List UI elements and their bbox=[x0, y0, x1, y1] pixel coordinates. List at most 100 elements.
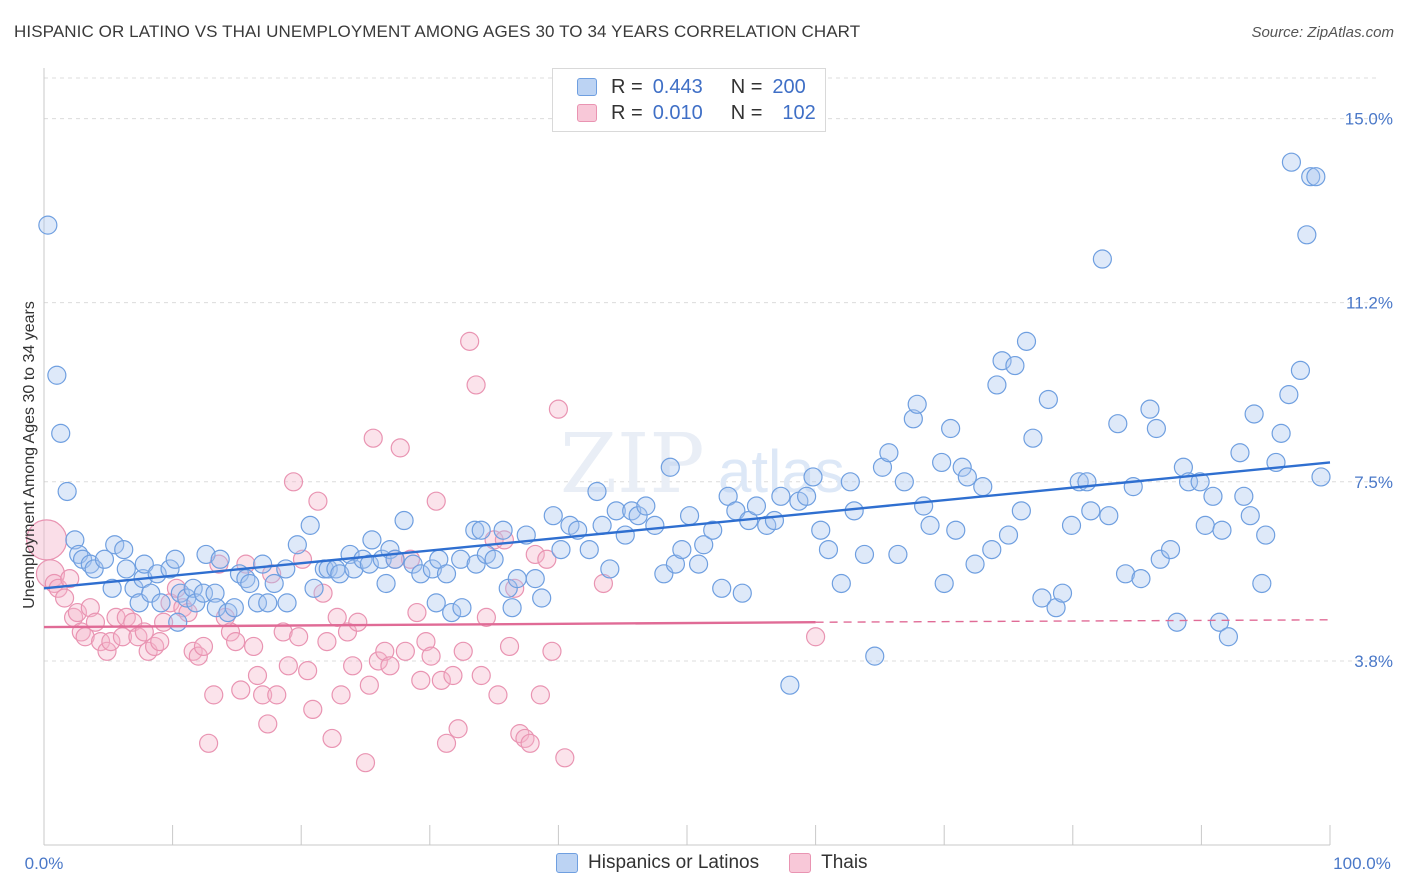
hispanic-point bbox=[1081, 501, 1101, 521]
hispanic-point bbox=[205, 583, 225, 603]
hispanic-point bbox=[1016, 331, 1037, 351]
thai-point bbox=[471, 665, 491, 686]
hispanic-point bbox=[934, 573, 954, 594]
watermark-zip: ZIP bbox=[560, 417, 705, 512]
hispanic-point bbox=[1052, 583, 1073, 603]
hispanic-point bbox=[1032, 588, 1052, 608]
hispanic-point bbox=[276, 559, 296, 579]
hispanic-point bbox=[264, 573, 284, 594]
thai-point bbox=[453, 641, 473, 661]
thai-point bbox=[555, 748, 575, 768]
hispanic-point bbox=[277, 593, 297, 613]
hispanic-point bbox=[879, 443, 899, 463]
hispanic-point bbox=[253, 554, 273, 574]
hispanic-point bbox=[844, 501, 864, 521]
thai-point bbox=[431, 670, 451, 690]
thai-point bbox=[101, 632, 121, 652]
hispanic-point bbox=[168, 612, 188, 632]
thai-point bbox=[204, 685, 224, 705]
hispanic-point bbox=[57, 481, 77, 502]
hispanic-point bbox=[224, 598, 244, 618]
hispanic-point bbox=[240, 573, 260, 594]
hispanic-point bbox=[165, 549, 185, 569]
hispanic-point bbox=[952, 457, 972, 477]
thai-point bbox=[199, 733, 219, 753]
hispanic-point bbox=[1092, 249, 1112, 269]
hispanic-point bbox=[502, 598, 522, 618]
hispanic-point bbox=[992, 351, 1012, 371]
hispanic-point bbox=[1038, 389, 1058, 410]
hispanic-point bbox=[732, 583, 752, 603]
hispanic-point bbox=[1099, 506, 1119, 526]
thai-point bbox=[407, 602, 427, 623]
hispanic-point bbox=[304, 578, 324, 598]
hispanic-point bbox=[465, 520, 485, 540]
hispanic-point bbox=[471, 520, 491, 540]
hispanic-point bbox=[965, 554, 985, 574]
hispanic-point bbox=[394, 510, 414, 531]
thai-point bbox=[416, 632, 436, 652]
thai-point bbox=[525, 544, 545, 565]
thai-point bbox=[231, 680, 251, 700]
hispanic-point bbox=[532, 588, 552, 608]
hispanic-point bbox=[1077, 472, 1097, 492]
hispanic-point bbox=[1140, 399, 1160, 419]
thai-point bbox=[466, 375, 486, 395]
hispanic-point bbox=[1240, 506, 1260, 526]
hispanic-point bbox=[1160, 539, 1181, 560]
hispanic-point bbox=[587, 481, 607, 502]
thai-point bbox=[537, 549, 557, 569]
y-tick-label: 3.8% bbox=[1354, 652, 1393, 671]
hispanic-point bbox=[1108, 414, 1128, 434]
hispanic-point bbox=[160, 559, 180, 579]
thai-point bbox=[317, 632, 337, 652]
thai-point bbox=[488, 685, 508, 705]
hispanic-point bbox=[1234, 486, 1254, 506]
hispanic-point bbox=[1252, 573, 1272, 594]
hispanic-point bbox=[196, 544, 216, 565]
y-axis-label: Unemployment Among Ages 30 to 34 years bbox=[21, 301, 38, 609]
thai-point bbox=[303, 699, 323, 720]
thai-point bbox=[273, 622, 293, 642]
hispanic-point bbox=[362, 530, 382, 550]
hispanic-point bbox=[84, 559, 104, 579]
hispanic-point bbox=[818, 539, 839, 560]
hispanic-point bbox=[193, 583, 214, 603]
hispanic-point bbox=[105, 535, 125, 555]
thai-point bbox=[380, 656, 400, 676]
thai-point bbox=[220, 622, 241, 642]
hispanic-trend-line bbox=[43, 461, 1331, 590]
thai-point bbox=[258, 714, 278, 734]
legend-label-hispanics: Hispanics or Latinos bbox=[588, 852, 760, 873]
legend-n-value: 102 bbox=[782, 101, 816, 124]
hispanic-point bbox=[507, 569, 527, 589]
hispanic-point bbox=[920, 515, 940, 535]
hispanic-point bbox=[712, 578, 732, 598]
hispanic-point bbox=[451, 549, 471, 569]
thai-point bbox=[178, 602, 198, 623]
thai-point bbox=[67, 602, 88, 623]
hispanic-point bbox=[426, 593, 446, 613]
y-tick-label: 7.5% bbox=[1354, 473, 1393, 492]
correlation-legend: R = 0.443 N = 200 R = 0.010 N = 102 bbox=[552, 68, 826, 132]
chart-title: HISPANIC OR LATINO VS THAI UNEMPLOYMENT … bbox=[14, 22, 861, 41]
hispanic-point bbox=[1203, 486, 1223, 506]
hispanic-point bbox=[1209, 612, 1230, 632]
thai-point bbox=[363, 428, 383, 448]
thai-point bbox=[375, 641, 395, 661]
hispanic-point bbox=[47, 365, 67, 385]
thai-point bbox=[308, 491, 328, 511]
x-tick-label: 100.0% bbox=[1333, 854, 1391, 873]
hispanic-point bbox=[151, 593, 171, 613]
thai-point bbox=[298, 661, 318, 681]
thai-point bbox=[499, 636, 520, 657]
trend-lines bbox=[43, 461, 1331, 629]
hispanic-point bbox=[38, 215, 58, 235]
hispanic-point bbox=[592, 515, 612, 535]
hispanic-point bbox=[636, 496, 656, 516]
legend-item-thais: Thais bbox=[789, 852, 868, 874]
hispanic-point bbox=[1311, 467, 1331, 487]
chart-source: Source: ZipAtlas.com bbox=[1251, 24, 1394, 41]
legend-r-value: 0.443 bbox=[652, 75, 703, 98]
hispanic-point bbox=[376, 573, 396, 594]
